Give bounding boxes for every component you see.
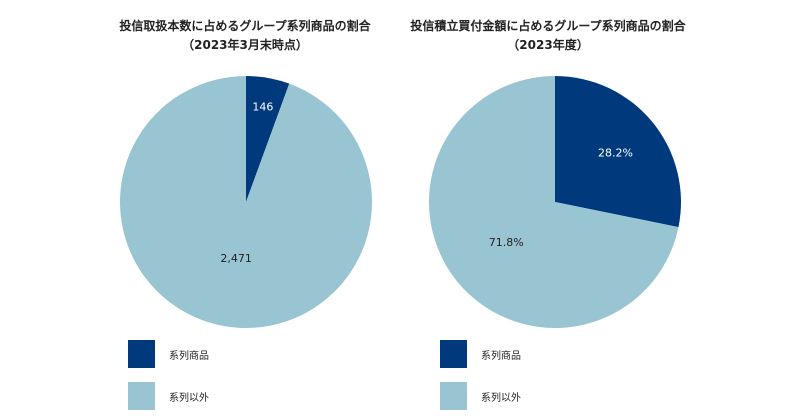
legend-swatch [440, 340, 467, 368]
legend-swatch [440, 382, 467, 410]
legend-label: 系列以外 [169, 392, 209, 404]
chart-title-text: 投信取扱本数に占めるグループ系列商品の割合 [119, 19, 371, 33]
pie-slice-other-left [120, 75, 373, 328]
legend-item-affiliated-right: 系列商品 [440, 340, 521, 368]
legend-item-affiliated-left: 系列商品 [128, 340, 209, 368]
legend-item-other-right: 系列以外 [440, 382, 521, 410]
legend-label: 系列以外 [481, 392, 521, 404]
legend-label: 系列商品 [481, 350, 521, 362]
pie-slice-other-right [429, 76, 679, 328]
chart-title-text: 投信積立買付金額に占めるグループ系列商品の割合 [410, 19, 686, 33]
chart-title-left: 投信取扱本数に占めるグループ系列商品の割合 （2023年3月末時点） [55, 17, 435, 55]
legend-label: 系列商品 [169, 350, 209, 362]
pie-data-label-left-0: 146 [252, 100, 273, 113]
legend-swatch [128, 382, 155, 410]
chart-title-right: 投信積立買付金額に占めるグループ系列商品の割合 （2023年度） [358, 17, 738, 55]
pie-data-label-left-1: 2,471 [220, 252, 252, 265]
pie-data-label-right-0: 28.2% [598, 147, 633, 160]
pie-slice-affiliated-right [555, 76, 681, 228]
chart-subtitle-text: （2023年3月末時点） [182, 38, 308, 52]
pie-slice-affiliated-left [246, 76, 290, 202]
legend-swatch [128, 340, 155, 368]
pie-data-label-right-1: 71.8% [489, 236, 524, 249]
legend-item-other-left: 系列以外 [128, 382, 209, 410]
chart-subtitle-text: （2023年度） [507, 38, 589, 52]
